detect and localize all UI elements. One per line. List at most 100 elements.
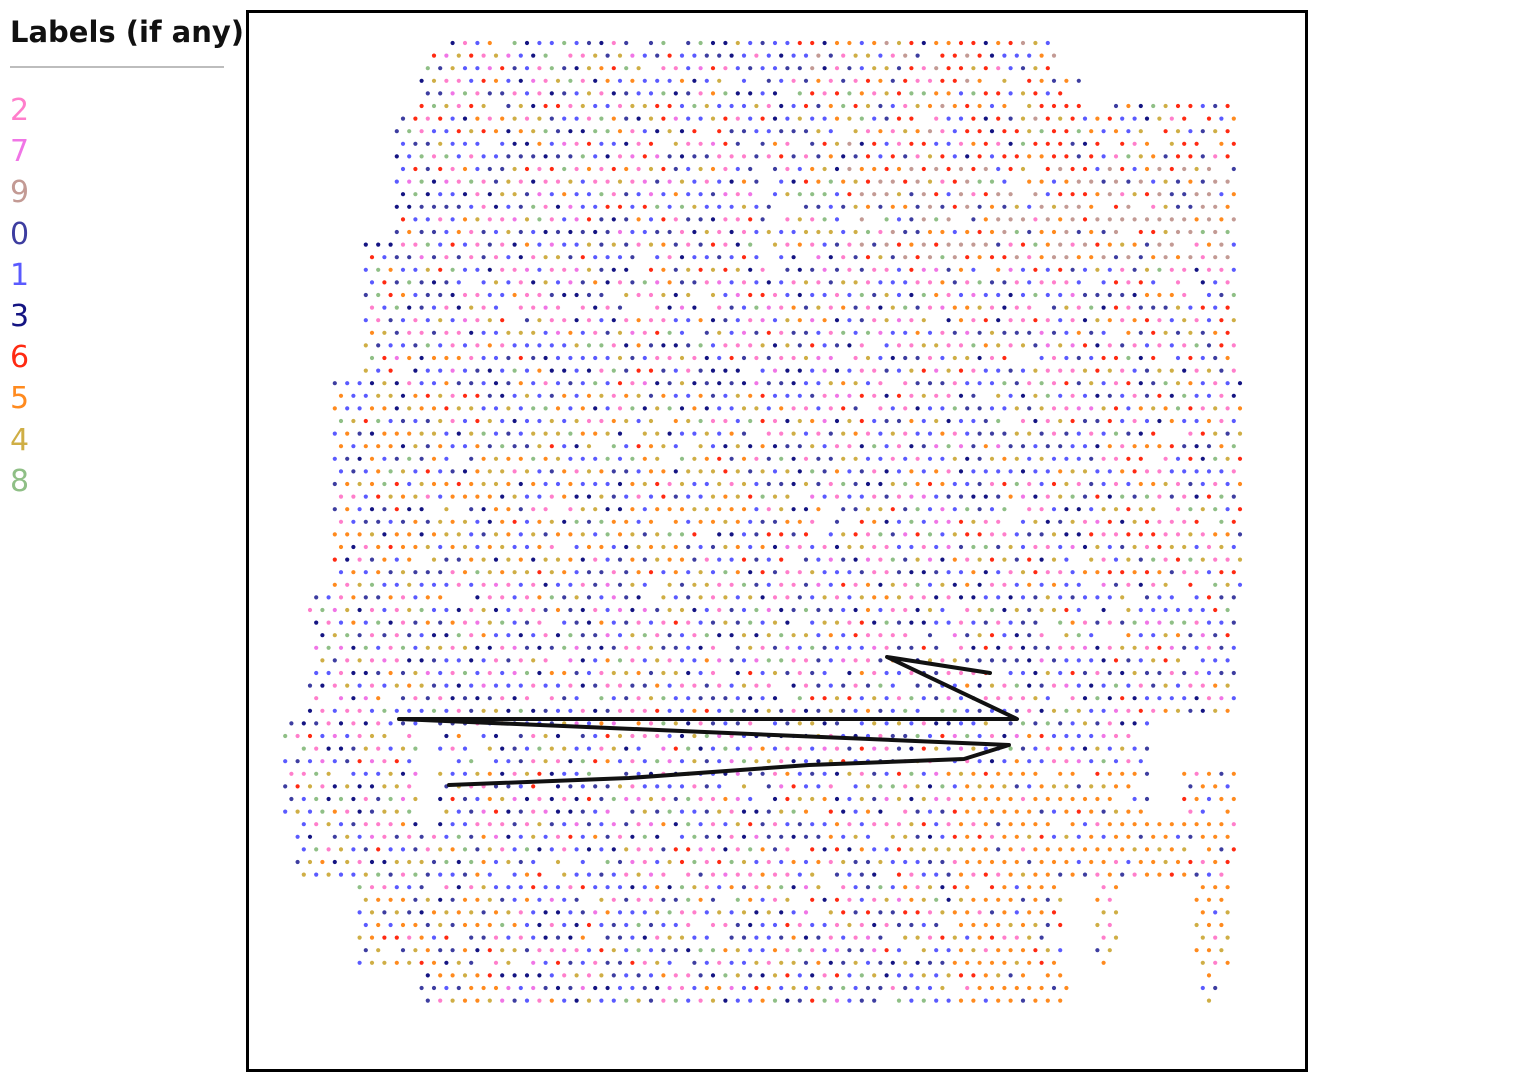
- spot: [884, 242, 889, 247]
- spot: [1008, 469, 1013, 474]
- spot: [766, 381, 771, 386]
- spot: [624, 66, 629, 71]
- spot: [1064, 759, 1069, 764]
- spot: [450, 822, 455, 827]
- spot: [456, 53, 461, 58]
- spot: [878, 229, 883, 235]
- spot: [617, 683, 623, 688]
- spot: [996, 141, 1001, 146]
- spot: [1051, 784, 1057, 789]
- spot: [965, 582, 970, 587]
- spot: [642, 129, 647, 134]
- spot: [462, 267, 468, 272]
- spot: [822, 40, 827, 46]
- spot: [791, 280, 796, 285]
- spot: [1213, 960, 1218, 965]
- spot: [1107, 267, 1112, 272]
- spot: [983, 645, 988, 650]
- spot: [438, 66, 443, 71]
- spot: [1138, 431, 1143, 436]
- spot: [717, 809, 722, 814]
- spot: [506, 658, 511, 663]
- spot: [816, 381, 821, 386]
- spot: [1039, 708, 1044, 713]
- spot: [1045, 897, 1050, 902]
- spot: [407, 330, 412, 335]
- spot: [878, 859, 883, 865]
- spot: [617, 607, 623, 613]
- spot: [847, 292, 852, 298]
- spot: [822, 620, 827, 625]
- spot: [816, 557, 821, 562]
- spot: [729, 960, 734, 965]
- spot: [865, 255, 871, 260]
- spot: [977, 658, 982, 663]
- spot: [376, 721, 381, 726]
- spot: [568, 683, 573, 688]
- spot: [493, 658, 499, 663]
- spot: [642, 910, 647, 915]
- spot: [878, 456, 883, 461]
- spot: [983, 192, 988, 197]
- spot: [828, 78, 833, 83]
- spot: [462, 948, 468, 953]
- spot: [1095, 192, 1100, 197]
- spot: [1064, 582, 1069, 587]
- spot: [1045, 343, 1050, 348]
- spot: [921, 418, 926, 424]
- spot: [717, 960, 722, 965]
- spot: [369, 532, 375, 537]
- spot: [500, 444, 505, 449]
- spot: [648, 116, 654, 121]
- spot: [915, 406, 920, 411]
- spot: [431, 658, 437, 663]
- spot: [692, 456, 697, 461]
- spot: [735, 141, 740, 146]
- spot: [859, 267, 864, 272]
- spot: [1008, 368, 1013, 373]
- spot: [1082, 519, 1088, 524]
- spot: [568, 103, 573, 109]
- spot: [785, 368, 790, 373]
- spot: [586, 595, 592, 600]
- spot: [952, 507, 957, 512]
- spot: [965, 683, 970, 688]
- spot: [431, 859, 437, 865]
- spot: [1126, 557, 1131, 562]
- spot: [1126, 280, 1131, 285]
- spot-plot[interactable]: [249, 13, 1305, 1069]
- spot: [878, 204, 883, 209]
- spot: [1225, 784, 1230, 789]
- spot: [617, 582, 623, 587]
- spot: [1163, 381, 1168, 386]
- spot: [1219, 469, 1224, 474]
- spot: [413, 166, 418, 172]
- spot: [562, 948, 567, 953]
- spot: [307, 708, 313, 713]
- spot: [828, 481, 833, 487]
- spot: [1213, 280, 1218, 285]
- spot: [946, 822, 951, 827]
- spot: [791, 507, 796, 512]
- spot: [326, 796, 331, 802]
- legend-item-1: 1: [10, 257, 30, 293]
- annotation-canvas[interactable]: [246, 10, 1308, 1072]
- spot: [1113, 204, 1119, 209]
- spot: [1008, 242, 1013, 247]
- spot: [320, 658, 325, 663]
- spot: [549, 948, 554, 953]
- spot: [934, 40, 939, 46]
- spot: [692, 910, 697, 915]
- spot: [481, 255, 486, 260]
- spot: [779, 330, 784, 335]
- spot: [965, 859, 970, 865]
- spot: [1051, 154, 1057, 159]
- spot: [816, 78, 821, 83]
- spot: [630, 103, 635, 109]
- spot: [915, 683, 920, 688]
- spot: [1014, 204, 1019, 209]
- spot: [760, 544, 765, 550]
- spot: [710, 721, 716, 726]
- spot: [1045, 418, 1050, 424]
- spot: [741, 305, 747, 310]
